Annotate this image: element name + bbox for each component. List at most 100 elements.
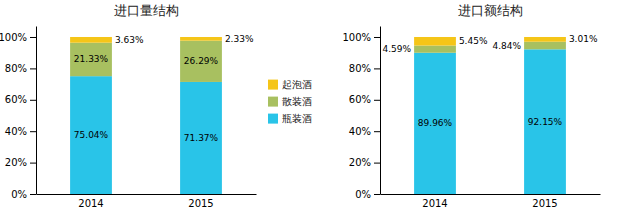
y-tick-label: 60% [5, 94, 27, 105]
y-tick-label: 0% [11, 189, 27, 200]
y-tick-mark [30, 131, 36, 132]
y-tick: 0% [355, 189, 380, 200]
chart-canvas: 0% 20% 40% 60% 80% 100% 2014 2015 3.63% 21.33% 75.… [0, 0, 640, 218]
bar [414, 53, 456, 194]
y-tick-mark [30, 163, 36, 164]
x-axis-line [381, 194, 601, 195]
data-label: 92.15% [528, 117, 563, 127]
y-axis: 0% 20% 40% 60% 80% 100% [342, 27, 380, 200]
data-label: 5.45% [459, 36, 488, 46]
legend-swatch [268, 97, 278, 107]
y-tick: 60% [349, 94, 380, 105]
bar [70, 76, 112, 194]
y-tick-label: 0% [355, 189, 371, 200]
y-tick: 100% [0, 32, 36, 43]
bar-series [70, 76, 222, 194]
data-label: 4.59% [383, 44, 412, 54]
y-tick-mark [374, 194, 380, 195]
bar [70, 37, 112, 43]
y-tick-label: 80% [5, 63, 27, 74]
bar [414, 37, 456, 46]
x-tick: 2014 [422, 198, 447, 209]
y-tick: 100% [342, 32, 380, 43]
bar [524, 49, 566, 194]
y-tick-mark [30, 194, 36, 195]
bar-series [414, 49, 566, 194]
data-label: 3.01% [569, 34, 598, 44]
bars [414, 37, 566, 194]
legend-item: 散装酒 [268, 96, 312, 107]
y-tick: 20% [5, 157, 36, 168]
x-tick: 2015 [532, 198, 557, 209]
x-tick: 2014 [78, 198, 103, 209]
bars [70, 37, 222, 194]
title: 进口额结构 [458, 3, 523, 18]
y-tick: 60% [5, 94, 36, 105]
y-tick: 80% [349, 63, 380, 74]
data-labels: 5.45% 4.59% 89.96% 3.01% 4.84% 92.15% [383, 34, 598, 128]
y-tick-mark [374, 68, 380, 69]
legend-swatch [268, 114, 278, 124]
x-axis-line [37, 194, 257, 195]
x-tick-label: 2015 [532, 198, 557, 209]
bar-series [70, 41, 222, 82]
y-tick: 20% [349, 157, 380, 168]
y-tick: 0% [11, 189, 36, 200]
bar [414, 46, 456, 53]
y-axis-line [380, 27, 381, 195]
x-axis: 2014 2015 [381, 195, 601, 210]
bar-series [70, 37, 222, 43]
y-tick-label: 100% [342, 32, 371, 43]
y-tick-mark [30, 37, 36, 38]
y-tick-mark [374, 37, 380, 38]
legend-item: 瓶装酒 [268, 113, 312, 124]
x-axis: 2014 2015 [37, 195, 257, 210]
legend-label: 起泡酒 [282, 79, 312, 90]
y-axis-line [36, 27, 37, 195]
y-tick-label: 40% [349, 126, 371, 137]
bar [524, 42, 566, 50]
panel: 0% 20% 40% 60% 80% 100% 2014 2015 5.45% 4.59% 89.9… [342, 3, 600, 209]
y-tick-label: 20% [5, 157, 27, 168]
legend-label: 散装酒 [282, 96, 312, 107]
x-tick: 2015 [188, 198, 213, 209]
data-label: 4.84% [493, 41, 522, 51]
bar [70, 43, 112, 76]
data-label: 26.29% [184, 56, 219, 66]
bar [180, 41, 222, 82]
bar [180, 37, 222, 41]
data-label: 2.33% [225, 34, 254, 44]
y-tick: 80% [5, 63, 36, 74]
bar [524, 37, 566, 42]
data-label: 3.63% [115, 35, 144, 45]
y-tick-mark [30, 68, 36, 69]
y-tick-label: 80% [349, 63, 371, 74]
bar-series [414, 37, 566, 46]
x-tick-label: 2014 [78, 198, 103, 209]
panel: 0% 20% 40% 60% 80% 100% 2014 2015 3.63% 21.33% 75.… [0, 3, 312, 209]
title: 进口量结构 [114, 3, 179, 18]
legend: 起泡酒散装酒瓶装酒 [268, 79, 312, 124]
y-axis: 0% 20% 40% 60% 80% 100% [0, 27, 37, 200]
data-label: 75.04% [74, 130, 109, 140]
y-tick: 40% [349, 126, 380, 137]
y-tick-label: 40% [5, 126, 27, 137]
y-tick: 40% [5, 126, 36, 137]
y-tick-mark [374, 163, 380, 164]
y-tick-mark [374, 131, 380, 132]
y-tick-label: 20% [349, 157, 371, 168]
x-tick-label: 2015 [188, 198, 213, 209]
y-tick-mark [374, 100, 380, 101]
bar [180, 82, 222, 194]
data-label: 89.96% [418, 118, 453, 128]
data-labels: 3.63% 21.33% 75.04% 2.33% 26.29% 71.37% [74, 34, 254, 143]
legend-label: 瓶装酒 [282, 113, 312, 124]
y-tick-label: 100% [0, 32, 27, 43]
y-tick-label: 60% [349, 94, 371, 105]
y-tick-mark [30, 100, 36, 101]
data-label: 71.37% [184, 133, 219, 143]
legend-item: 起泡酒 [268, 79, 312, 90]
x-tick-label: 2014 [422, 198, 447, 209]
data-label: 21.33% [74, 54, 109, 64]
legend-swatch [268, 80, 278, 90]
